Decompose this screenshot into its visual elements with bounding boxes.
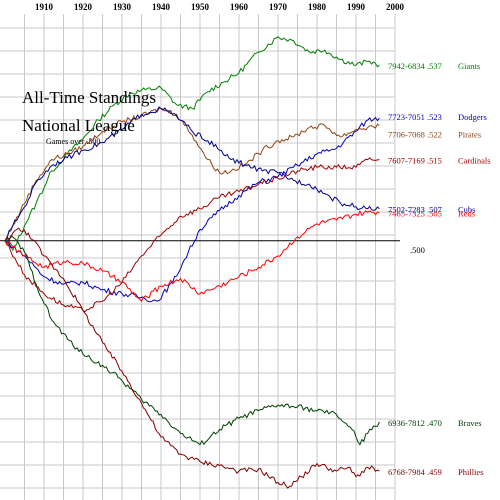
x-tick-label: 1910	[35, 2, 54, 12]
series-record-giants: 7942-6834 .537	[388, 61, 442, 71]
x-tick-label: 1940	[152, 2, 171, 12]
x-tick-label: 1930	[113, 2, 132, 12]
series-record-pirates: 7706-7068 .522	[388, 130, 442, 140]
x-tick-label: 1990	[347, 2, 366, 12]
series-record-phillies: 6768-7984 .459	[388, 467, 442, 477]
series-line-pirates	[4, 107, 380, 242]
chart-title: All-Time Standings	[22, 88, 156, 107]
x-tick-label: 1950	[191, 2, 210, 12]
grid	[0, 14, 396, 500]
series-name-cardinals: Cardinals	[458, 156, 491, 166]
series-end-labels: 7942-6834 .537 Giants 7723-7051 .523 Dodger…	[388, 61, 491, 477]
series-line-reds	[4, 209, 380, 303]
x-tick-label: 2000	[386, 2, 405, 12]
series-name-braves: Braves	[458, 418, 482, 428]
series-line-cardinals	[4, 157, 380, 313]
baseline-label: .500	[410, 245, 425, 255]
series-name-phillies: Phillies	[458, 467, 484, 477]
series-record-reds: 7465-7325 .505	[388, 208, 442, 218]
series-lines	[4, 36, 380, 489]
x-tick-label: 1970	[269, 2, 288, 12]
series-line-phillies	[4, 227, 380, 489]
series-name-reds: Reds	[458, 208, 475, 218]
x-tick-label: 1960	[230, 2, 249, 12]
x-tick-label: 1980	[308, 2, 327, 12]
series-name-cubs: Cubs	[458, 205, 475, 215]
x-axis-ticks: 1910 1920 1930 1940 1950 1960 1970 1980 1990 2000	[35, 2, 405, 12]
series-name-dodgers: Dodgers	[458, 112, 487, 122]
series-line-dodgers	[4, 116, 380, 303]
series-line-cubs	[4, 106, 380, 242]
series-line-braves	[4, 235, 380, 446]
x-tick-label: 1920	[74, 2, 93, 12]
series-record-cardinals: 7607-7169 .515	[388, 156, 442, 166]
series-record-dodgers: 7723-7051 .523	[388, 112, 442, 122]
series-record-cubs: 7502-7283 .507	[388, 205, 442, 215]
series-name-giants: Giants	[458, 61, 480, 71]
series-name-pirates: Pirates	[458, 130, 481, 140]
series-record-braves: 6936-7812 .470	[388, 418, 442, 428]
chart-note: Games over .500	[46, 137, 100, 146]
chart-subtitle: National League	[22, 116, 135, 135]
